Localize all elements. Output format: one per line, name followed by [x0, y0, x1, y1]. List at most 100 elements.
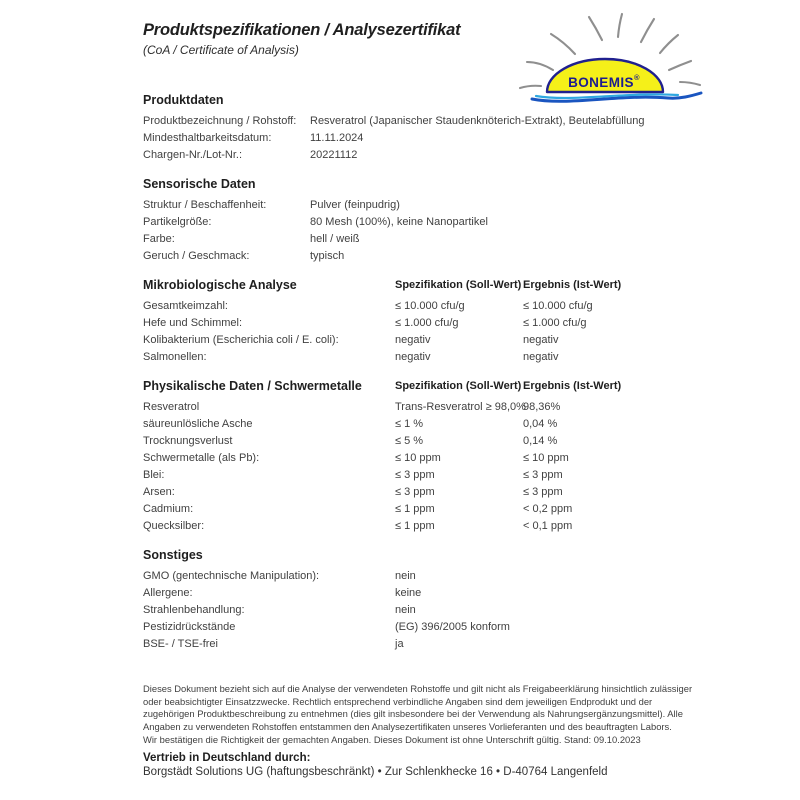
row-label: Kolibakterium (Escherichia coli / E. col…	[143, 334, 339, 346]
disclaimer-line: Angaben zu verwendeten Rohstoffen entsta…	[143, 721, 672, 733]
row-spec-value: ≤ 1 %	[395, 418, 424, 430]
section-heading: Sonstiges	[143, 548, 203, 562]
row-label: BSE- / TSE-frei	[143, 638, 218, 650]
row-label: Geruch / Geschmack:	[143, 250, 250, 262]
column-header: Ergebnis (Ist-Wert)	[523, 279, 622, 291]
page-subtitle: (CoA / Certificate of Analysis)	[143, 43, 299, 57]
table-row: Quecksilber: ≤ 1 ppm < 0,1 ppm	[143, 518, 699, 535]
table-row: GMO (gentechnische Manipulation): nein	[143, 568, 699, 585]
row-result-value: 98,36%	[523, 401, 561, 413]
coa-document: Produktspezifikationen / Analysezertifik…	[143, 0, 699, 779]
row-label: Produktbezeichnung / Rohstoff:	[143, 115, 297, 127]
distribution-address: Borgstädt Solutions UG (haftungsbeschrän…	[143, 765, 608, 778]
disclaimer-text: Dieses Dokument bezieht sich auf die Ana…	[143, 683, 699, 747]
row-label: Cadmium:	[143, 503, 194, 515]
row-label: säureunlösliche Asche	[143, 418, 253, 430]
table-row: Salmonellen: negativ negativ	[143, 349, 699, 366]
row-result-value: ≤ 3 ppm	[523, 486, 563, 498]
row-label: Resveratrol	[143, 401, 200, 413]
disclaimer-line: oder beabsichtigter Einsatzzwecke. Recht…	[143, 695, 653, 707]
row-spec-value: ≤ 10.000 cfu/g	[395, 300, 465, 312]
row-value: typisch	[310, 250, 345, 262]
row-label: GMO (gentechnische Manipulation):	[143, 570, 320, 582]
disclaimer-line: Wir bestätigen die Richtigkeit der gemac…	[143, 733, 641, 745]
table-row: Geruch / Geschmack: typisch	[143, 248, 699, 265]
row-label: Farbe:	[143, 233, 175, 245]
spec-sections: Produktdaten Produktbezeichnung / Rohstof…	[143, 93, 699, 653]
table-row: Cadmium: ≤ 1 ppm < 0,2 ppm	[143, 501, 699, 518]
row-value: hell / weiß	[310, 233, 360, 245]
distribution-heading: Vertrieb in Deutschland durch:	[143, 751, 311, 764]
row-value: (EG) 396/2005 konform	[395, 621, 510, 633]
table-row: Pestizidrückstände (EG) 396/2005 konform	[143, 619, 699, 636]
column-header: Spezifikation (Soll-Wert)	[395, 380, 522, 392]
row-result-value: < 0,2 ppm	[523, 503, 573, 515]
section-heading: Physikalische Daten / Schwermetalle	[143, 379, 362, 393]
row-spec-value: ≤ 1 ppm	[395, 503, 435, 515]
sun-logo-graphic: BONEMIS ®	[518, 12, 703, 103]
disclaimer-line: Dieses Dokument bezieht sich auf die Ana…	[143, 683, 693, 694]
row-label: Mindesthaltbarkeitsdatum:	[143, 132, 272, 144]
sun-rays-icon	[518, 12, 702, 90]
row-label: Strahlenbehandlung:	[143, 604, 245, 616]
row-spec-value: ≤ 10 ppm	[395, 452, 441, 464]
page-title: Produktspezifikationen / Analysezertifik…	[143, 21, 461, 39]
row-spec-value: negativ	[395, 334, 431, 346]
row-label: Trocknungsverlust	[143, 435, 233, 447]
section-sonstiges: Sonstiges GMO (gentechnische Manipulation…	[143, 548, 699, 653]
row-spec-value: ≤ 1 ppm	[395, 520, 435, 532]
section-produktdaten: Produktdaten Produktbezeichnung / Rohstof…	[143, 93, 699, 164]
sun-icon	[545, 57, 665, 94]
table-row: Mindesthaltbarkeitsdatum: 11.11.2024	[143, 130, 699, 147]
table-row: Schwermetalle (als Pb): ≤ 10 ppm ≤ 10 ppm	[143, 450, 699, 467]
row-spec-value: Trans-Resveratrol ≥ 98,0%	[395, 401, 526, 413]
table-row: Kolibakterium (Escherichia coli / E. col…	[143, 332, 699, 349]
row-value: ja	[395, 638, 404, 650]
distribution-info: Vertrieb in Deutschland durch: Borgstädt…	[143, 751, 699, 779]
table-row: Partikelgröße: 80 Mesh (100%), keine Nano…	[143, 214, 699, 231]
row-value: Pulver (feinpudrig)	[310, 199, 400, 211]
row-spec-value: ≤ 5 %	[395, 435, 424, 447]
row-label: Schwermetalle (als Pb):	[143, 452, 260, 464]
row-spec-value: negativ	[395, 351, 431, 363]
logo-registered-mark: ®	[634, 73, 640, 82]
row-result-value: 0,14 %	[523, 435, 558, 447]
row-label: Partikelgröße:	[143, 216, 212, 228]
column-header: Ergebnis (Ist-Wert)	[523, 380, 622, 392]
wave-icon	[530, 91, 703, 103]
column-header: Spezifikation (Soll-Wert)	[395, 279, 522, 291]
row-spec-value: ≤ 3 ppm	[395, 469, 435, 481]
row-spec-value: ≤ 3 ppm	[395, 486, 435, 498]
table-row: Strahlenbehandlung: nein	[143, 602, 699, 619]
row-value: keine	[395, 587, 422, 599]
row-label: Allergene:	[143, 587, 193, 599]
row-value: 20221112	[310, 149, 358, 161]
row-label: Chargen-Nr./Lot-Nr.:	[143, 149, 243, 161]
section-heading: Mikrobiologische Analyse	[143, 278, 297, 292]
row-spec-value: ≤ 1.000 cfu/g	[395, 317, 459, 329]
section-heading: Produktdaten	[143, 93, 224, 107]
table-row: Struktur / Beschaffenheit: Pulver (feinpu…	[143, 197, 699, 214]
section-sensorische-daten: Sensorische Daten Struktur / Beschaffenhe…	[143, 177, 699, 265]
row-value: Resveratrol (Japanischer Staudenknöteric…	[310, 115, 645, 127]
row-value: nein	[395, 604, 416, 616]
row-label: Quecksilber:	[143, 520, 205, 532]
table-row: BSE- / TSE-frei ja	[143, 636, 699, 653]
row-label: Arsen:	[143, 486, 175, 498]
row-result-value: ≤ 3 ppm	[523, 469, 563, 481]
row-result-value: 0,04 %	[523, 418, 558, 430]
row-result-value: ≤ 10.000 cfu/g	[523, 300, 593, 312]
row-value: 11.11.2024	[310, 132, 364, 144]
section-physikalische-daten-schwermetalle: Physikalische Daten / Schwermetalle Spezi…	[143, 379, 699, 535]
section-header-row: Mikrobiologische Analyse Spezifikation (S…	[143, 278, 699, 293]
row-label: Gesamtkeimzahl:	[143, 300, 228, 312]
table-row: säureunlösliche Asche ≤ 1 % 0,04 %	[143, 416, 699, 433]
row-result-value: ≤ 10 ppm	[523, 452, 569, 464]
table-row: Produktbezeichnung / Rohstoff: Resveratro…	[143, 113, 699, 130]
table-row: Allergene: keine	[143, 585, 699, 602]
row-label: Hefe und Schimmel:	[143, 317, 243, 329]
table-row: Blei: ≤ 3 ppm ≤ 3 ppm	[143, 467, 699, 484]
row-result-value: < 0,1 ppm	[523, 520, 573, 532]
row-result-value: ≤ 1.000 cfu/g	[523, 317, 587, 329]
section-heading: Sensorische Daten	[143, 177, 256, 191]
